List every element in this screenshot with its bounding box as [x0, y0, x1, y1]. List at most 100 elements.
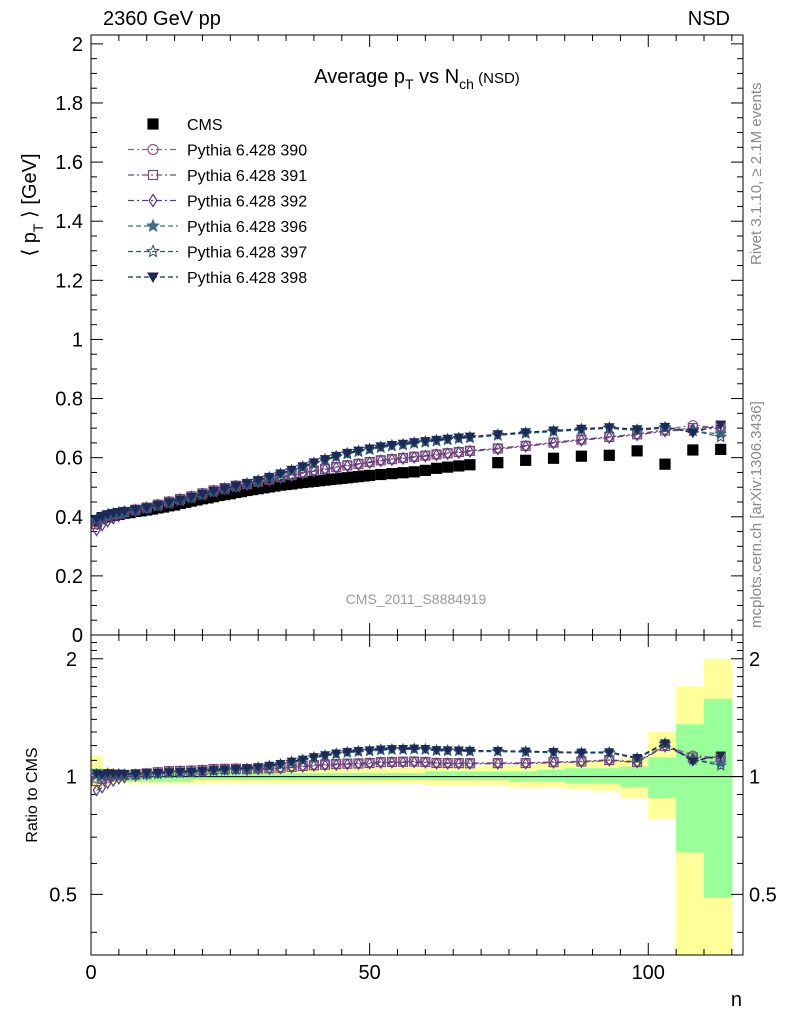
ratio-point-pythia-6-428-398 — [241, 764, 253, 774]
legend-label-pythia-6-428-392: Pythia 6.428 392 — [187, 194, 307, 211]
ratio-point-pythia-6-428-398 — [286, 757, 297, 767]
legend-label-pythia-6-428-397: Pythia 6.428 397 — [187, 245, 307, 262]
point-pythia-6-428-392 — [410, 450, 419, 464]
main-y-axis-label: ⟨ pT ⟩ [GeV] — [19, 153, 46, 256]
ratio-point-pythia-6-428-392 — [298, 760, 307, 773]
point-pythia-6-428-398 — [431, 435, 442, 446]
ratio-point-pythia-6-428-392 — [466, 757, 474, 771]
point-pythia-6-428-398 — [659, 422, 671, 433]
green-band-bin — [169, 773, 181, 782]
ratio-point-pythia-6-428-398 — [175, 767, 186, 777]
header-process-label: NSD — [687, 8, 730, 30]
ratio-point-pythia-6-428-398 — [431, 746, 442, 756]
main-y-tick-label: 2 — [72, 34, 83, 56]
green-band-bin — [453, 771, 482, 780]
point-pythia-6-428-398 — [174, 495, 186, 506]
point-pythia-6-428-398 — [219, 484, 231, 494]
point-pythia-6-428-398 — [96, 512, 108, 522]
ratio-y-tick-label-left: 0.5 — [49, 884, 77, 906]
ratio-point-pythia-6-428-398 — [398, 744, 409, 754]
point-pythia-6-428-398 — [252, 476, 264, 486]
ratio-point-pythia-6-428-398 — [342, 747, 353, 757]
green-band-bin — [124, 773, 137, 782]
x-axis-label: n — [731, 989, 742, 1011]
point-pythia-6-428-398 — [386, 440, 398, 451]
point-pythia-6-428-398 — [319, 455, 331, 465]
point-pythia-6-428-398 — [308, 458, 320, 468]
point-pythia-6-428-392 — [331, 461, 341, 475]
legend: CMS Pythia 6.428 390 Pythia 6.428 391 Pythi… — [128, 117, 307, 287]
point-cms — [442, 461, 454, 473]
ratio-point-pythia-6-428-392 — [549, 756, 558, 770]
point-cms — [397, 467, 409, 479]
point-pythia-6-428-392 — [421, 449, 430, 463]
ratio-x-tick-label: 100 — [632, 962, 665, 984]
ratio-point-pythia-6-428-392 — [321, 758, 329, 772]
point-pythia-6-428-398 — [341, 448, 353, 459]
point-pythia-6-428-398 — [364, 444, 375, 455]
point-pythia-6-428-398 — [208, 487, 219, 497]
point-pythia-6-428-398 — [492, 430, 504, 440]
point-pythia-6-428-398 — [442, 434, 454, 445]
ratio-point-pythia-6-428-398 — [319, 751, 331, 761]
point-pythia-6-428-398 — [263, 472, 275, 483]
point-cms — [375, 468, 387, 481]
legend-label-pythia-6-428-396: Pythia 6.428 396 — [187, 219, 307, 236]
point-cms — [408, 466, 420, 478]
main-y-tick-label: 0.2 — [55, 566, 83, 588]
ratio-point-pythia-6-428-392 — [399, 755, 407, 769]
point-pythia-6-428-392 — [365, 456, 374, 470]
ratio-plot-frame — [90, 634, 744, 956]
point-pythia-6-428-398 — [397, 439, 409, 450]
main-y-tick-label: 1.2 — [55, 270, 83, 292]
ratio-point-pythia-6-428-398 — [420, 745, 431, 754]
point-pythia-6-428-398 — [286, 465, 297, 476]
main-y-tick-label: 0.4 — [55, 507, 83, 529]
analysis-watermark: CMS_2011_S8884919 — [346, 591, 487, 607]
main-y-tick-label: 1.8 — [55, 93, 83, 115]
point-pythia-6-428-398 — [152, 500, 164, 511]
point-pythia-6-428-398 — [297, 462, 309, 472]
ratio-point-pythia-6-428-398 — [375, 745, 386, 755]
ratio-point-pythia-6-428-398 — [715, 751, 726, 761]
legend-marker-pythia-6-428-398 — [147, 272, 159, 284]
ratio-point-pythia-6-428-392 — [310, 759, 318, 773]
ratio-point-pythia-6-428-398 — [632, 754, 643, 763]
axis-labels: Average pT vs Nch (NSD) ⟨ pT ⟩ [GeV] CMS_2… — [19, 66, 765, 1011]
legend-marker-pythia-6-428-392 — [148, 193, 158, 208]
green-band-bin — [481, 771, 510, 780]
ratio-uncertainty-bands — [91, 658, 733, 955]
ratio-point-pythia-6-428-398 — [275, 759, 286, 769]
ratio-point-pythia-6-428-397 — [714, 759, 727, 771]
point-pythia-6-428-398 — [91, 514, 102, 525]
ratio-point-pythia-6-428-392 — [343, 757, 352, 771]
ratio-point-pythia-6-428-392 — [493, 757, 502, 771]
rivet-version-label: Rivet 3.1.10, ≥ 2.1M events — [748, 83, 765, 266]
point-pythia-6-428-398 — [603, 423, 615, 433]
green-band-bin — [592, 768, 621, 784]
ratio-point-pythia-6-428-398 — [264, 761, 275, 771]
ratio-point-pythia-6-428-398 — [453, 746, 464, 756]
legend-label-pythia-6-428-390: Pythia 6.428 390 — [187, 143, 307, 160]
point-pythia-6-428-398 — [130, 505, 141, 515]
point-pythia-6-428-398 — [453, 433, 465, 444]
ratio-point-pythia-6-428-398 — [548, 748, 559, 757]
header-energy-label: 2360 GeV pp — [103, 8, 221, 30]
ratio-point-pythia-6-428-398 — [442, 746, 453, 756]
main-y-tick-label: 1.4 — [55, 211, 83, 233]
ratio-point-pythia-6-428-398 — [97, 770, 108, 780]
point-pythia-6-428-392 — [343, 459, 352, 473]
point-cms — [603, 449, 615, 461]
series-line-pythia-6-428-398 — [96, 424, 721, 520]
main-series — [90, 420, 728, 537]
chart-title: Average pT vs Nch (NSD) — [314, 66, 520, 92]
point-pythia-6-428-392 — [605, 430, 614, 445]
ratio-point-pythia-6-428-398 — [230, 764, 241, 774]
point-pythia-6-428-398 — [185, 492, 197, 503]
ratio-point-pythia-6-428-398 — [219, 765, 230, 775]
ratio-point-pythia-6-428-398 — [604, 748, 615, 758]
ratio-point-pythia-6-428-398 — [353, 747, 364, 756]
ratio-x-tick-label: 50 — [359, 962, 381, 984]
ratio-point-pythia-6-428-398 — [141, 769, 152, 779]
green-band-bin — [676, 724, 705, 853]
